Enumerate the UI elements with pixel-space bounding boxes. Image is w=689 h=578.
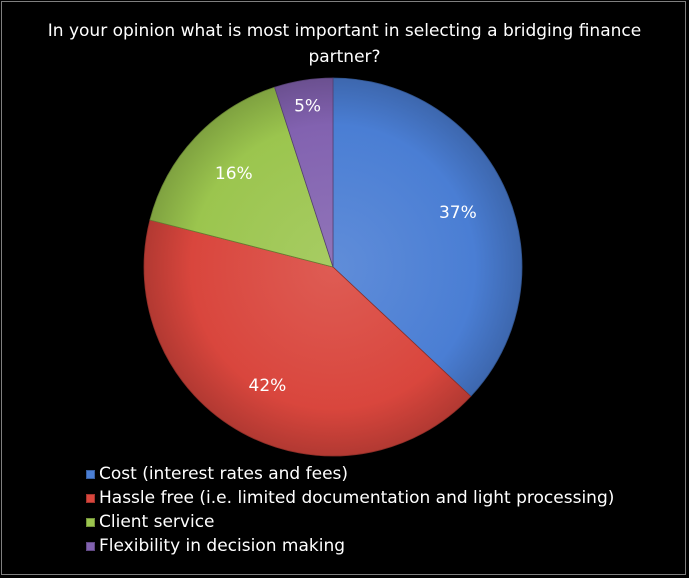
legend-label-cost: Cost (interest rates and fees) xyxy=(99,464,349,484)
data-label-flexibility: 5% xyxy=(294,96,321,116)
pie-slice-hassle-free xyxy=(143,219,472,457)
pie-slice-cost xyxy=(332,77,523,397)
legend-label-flexibility: Flexibility in decision making xyxy=(99,536,346,556)
legend-swatch-hassle-free xyxy=(86,493,95,503)
legend-swatch-client-service xyxy=(86,517,95,527)
pie-slice-client-service xyxy=(149,86,334,268)
data-label-hassle-free: 42% xyxy=(249,376,287,396)
legend-item-flexibility: Flexibility in decision making xyxy=(86,534,614,558)
chart-legend: Cost (interest rates and fees) Hassle fr… xyxy=(86,462,614,558)
legend-item-cost: Cost (interest rates and fees) xyxy=(86,462,614,486)
data-label-client-service: 16% xyxy=(215,164,253,184)
legend-swatch-flexibility xyxy=(86,541,95,551)
legend-label-client-service: Client service xyxy=(99,512,215,532)
chart-title: In your opinion what is most important i… xyxy=(47,21,642,67)
legend-label-hassle-free: Hassle free (i.e. limited documentation … xyxy=(99,488,615,508)
pie-slice-flexibility xyxy=(274,77,334,268)
data-label-cost: 37% xyxy=(439,203,477,223)
legend-item-client-service: Client service xyxy=(86,510,614,534)
legend-item-hassle-free: Hassle free (i.e. limited documentation … xyxy=(86,486,614,510)
legend-swatch-cost xyxy=(86,469,95,479)
